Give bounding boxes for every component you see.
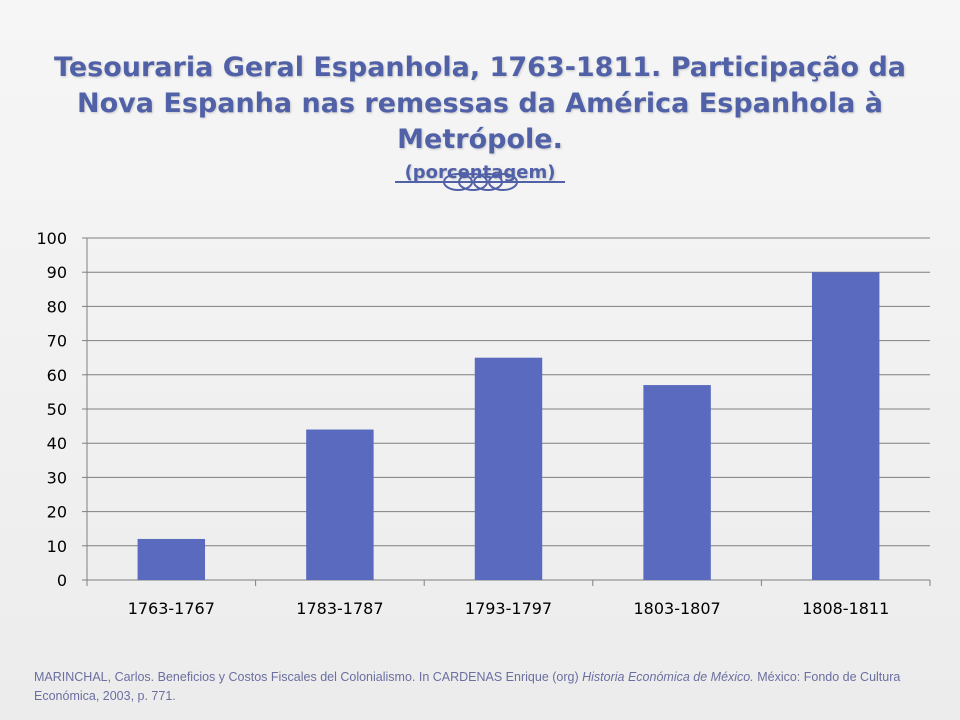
y-tick-label: 80 xyxy=(47,297,67,316)
y-tick-label: 60 xyxy=(47,366,67,385)
bar-1783-1787 xyxy=(306,429,374,580)
y-tick-label: 30 xyxy=(47,468,67,487)
title-sub: (porcentagem) xyxy=(404,162,556,183)
y-tick-label: 70 xyxy=(47,332,67,351)
source-citation: MARINCHAL, Carlos. Beneficios y Costos F… xyxy=(34,668,924,706)
ornament-divider-icon xyxy=(395,173,565,191)
x-tick-label: 1803-1807 xyxy=(633,599,720,618)
x-tick-label: 1783-1787 xyxy=(296,599,383,618)
bar-1763-1767 xyxy=(137,538,206,580)
chart-title: Tesouraria Geral Espanhola, 1763-1811. P… xyxy=(40,50,920,186)
x-tick-label: 1793-1797 xyxy=(465,599,552,618)
x-tick-label: 1763-1767 xyxy=(128,599,215,618)
bar-1803-1807 xyxy=(643,385,711,580)
bar-chart: 0 10 20 30 40 50 60 70 80 90 100 1763-1767 1783-1787… xyxy=(36,229,931,618)
source-part1: MARINCHAL, Carlos. Beneficios y Costos F… xyxy=(34,670,579,684)
y-tick-label: 90 xyxy=(47,263,67,282)
bar-1793-1797 xyxy=(474,357,543,580)
source-part2: México: Fondo de Cultura Económica, 2003… xyxy=(34,670,901,703)
bar-1808-1811 xyxy=(811,272,880,580)
x-tick-label: 1808-1811 xyxy=(802,599,889,618)
y-tick-label: 10 xyxy=(47,537,67,556)
source-italic: Historia Económica de México. xyxy=(582,670,754,684)
y-tick-label: 40 xyxy=(47,434,67,453)
y-tick-label: 50 xyxy=(47,400,67,419)
title-main: Tesouraria Geral Espanhola, 1763-1811. P… xyxy=(53,52,906,155)
y-tick-label: 100 xyxy=(36,229,67,248)
y-tick-label: 0 xyxy=(57,571,67,590)
y-tick-label: 20 xyxy=(47,503,67,522)
